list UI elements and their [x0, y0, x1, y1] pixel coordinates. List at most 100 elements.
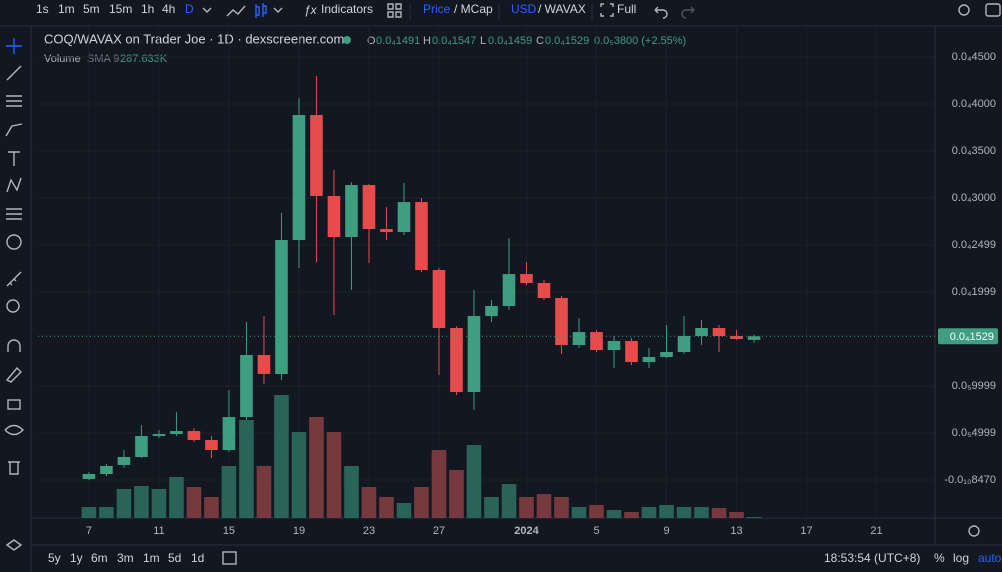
candle-body [660, 351, 673, 357]
candle-body [485, 306, 498, 316]
candle-body [730, 336, 743, 340]
volume-bar [554, 497, 569, 518]
candle-body [257, 354, 271, 374]
magnet[interactable] [7, 339, 21, 352]
text-tool[interactable] [8, 151, 20, 166]
percent-toggle[interactable]: % [934, 551, 945, 565]
line-icon[interactable] [226, 5, 246, 17]
volume-bar [186, 487, 202, 518]
interval[interactable]: 1s [36, 2, 49, 16]
trend-line[interactable] [6, 65, 22, 81]
prediction-tool[interactable] [6, 208, 22, 220]
y-tick-label: -0.0₁₀8470 [944, 474, 996, 486]
auto-toggle[interactable]: auto [978, 551, 1002, 565]
chevron[interactable] [273, 7, 283, 13]
zoom[interactable] [6, 299, 20, 313]
range[interactable]: 1m [143, 551, 160, 565]
indicators[interactable]: Indicators [321, 2, 373, 16]
price-toggle[interactable]: Price [423, 2, 451, 16]
candle-body [170, 431, 183, 435]
last-price-box [938, 328, 998, 345]
candle-body [117, 456, 131, 465]
ruler[interactable] [6, 271, 22, 287]
fib-tool[interactable] [6, 95, 22, 107]
undo[interactable] [654, 6, 668, 19]
volume-bar [361, 487, 377, 518]
sma-value: 287.633K [120, 53, 168, 65]
candle-body [502, 274, 516, 307]
interval-active[interactable]: D [185, 2, 194, 16]
interval[interactable]: 4h [162, 2, 175, 16]
date-range-icon[interactable] [222, 551, 237, 565]
brush[interactable] [5, 123, 23, 137]
ohlc-label: H [423, 35, 431, 47]
volume-bar [326, 432, 342, 518]
emoji[interactable] [6, 234, 22, 250]
wavax-toggle[interactable]: / WAVAX [538, 2, 586, 16]
mcap-toggle[interactable]: / MCap [454, 2, 493, 16]
candle-body [187, 431, 201, 440]
visibility[interactable] [4, 424, 24, 436]
candle-body [380, 229, 393, 233]
interval[interactable]: 1h [141, 2, 154, 16]
candle-body [152, 434, 166, 437]
object-tree[interactable] [5, 539, 23, 551]
volume-bar [309, 417, 324, 518]
volume-bar [81, 507, 97, 518]
range[interactable]: 6m [91, 551, 108, 565]
camera-icon[interactable] [985, 3, 1001, 17]
last-price-label: 0.0₄1529 [950, 331, 994, 343]
interval[interactable]: 1m [58, 2, 75, 16]
x-tick-label: 21 [870, 525, 882, 537]
full[interactable]: Full [617, 2, 636, 16]
ohlc-label: L [480, 35, 486, 47]
lock[interactable] [7, 399, 21, 410]
candle-body [450, 328, 463, 393]
y-tick-label: 0.0₄2499 [952, 239, 996, 251]
volume-bar [291, 432, 307, 518]
axis-settings[interactable] [968, 525, 980, 537]
x-tick-label: 11 [153, 525, 164, 537]
trash[interactable] [8, 461, 20, 475]
ohlc-value: 0.0₄1529 [545, 35, 589, 47]
chevron[interactable] [202, 7, 212, 13]
x-tick-label: 5 [593, 525, 599, 537]
interval[interactable]: 5m [83, 2, 100, 16]
candle-body [572, 332, 586, 346]
fullscreen-icon[interactable] [600, 3, 614, 17]
pattern-tool[interactable] [6, 177, 22, 193]
range[interactable]: 1d [191, 551, 204, 565]
candle-body [432, 270, 446, 329]
chart-title: COQ/WAVAX on Trader Joe · 1D · dexscreen… [44, 31, 344, 46]
candle-body [590, 332, 603, 351]
x-tick-label: 2024 [514, 525, 539, 537]
range[interactable]: 5d [168, 551, 181, 565]
log-toggle[interactable]: log [953, 551, 969, 565]
candle-icon[interactable] [255, 3, 267, 18]
volume-bar [711, 508, 727, 518]
fx-icon[interactable]: ƒx [304, 3, 318, 17]
interval[interactable]: 15m [109, 2, 132, 16]
volume-bar [624, 512, 639, 518]
ohlc-value: 0.0₄1459 [488, 35, 532, 47]
y-tick-label: 0.0₅9999 [952, 380, 996, 392]
volume-bar [641, 507, 657, 518]
crosshair[interactable] [6, 38, 22, 54]
lock-draw[interactable] [5, 366, 22, 383]
y-tick-label: 0.0₄4000 [952, 98, 996, 110]
candle-body [310, 115, 323, 197]
volume-bar [746, 517, 762, 518]
candle-body [327, 196, 341, 238]
candle-body [345, 185, 358, 238]
settings-icon[interactable] [958, 4, 970, 16]
usd-toggle[interactable]: USD [511, 2, 537, 16]
range[interactable]: 3m [117, 551, 134, 565]
layout-icon[interactable] [387, 3, 402, 18]
volume-bar [659, 505, 674, 518]
range[interactable]: 5y [48, 551, 61, 565]
candle-body [747, 336, 761, 340]
y-tick-label: 0.0₄3000 [952, 192, 996, 204]
volume-bar [116, 489, 132, 518]
range[interactable]: 1y [70, 551, 83, 565]
